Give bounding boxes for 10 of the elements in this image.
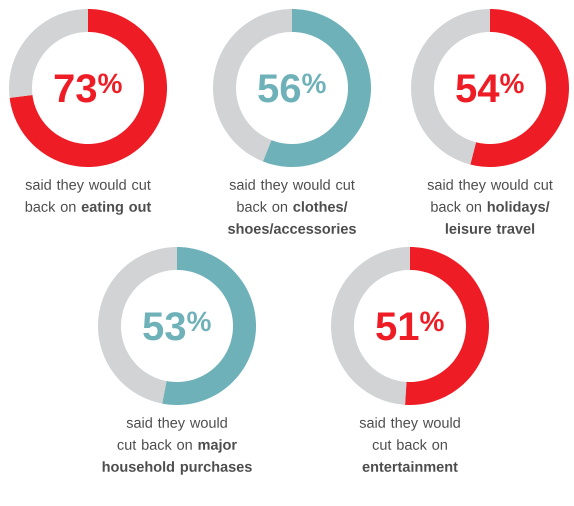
text: said they would cut back on eating out — [26, 179, 152, 215]
text: said they would cut back on entertainment — [360, 417, 460, 472]
text: 53$^{%}$ — [143, 312, 211, 340]
text: 73$^{%}$ — [54, 74, 122, 102]
text: said they would cut back on holidays/ leisure travel — [428, 179, 553, 234]
text: 51$^{%}$ — [376, 312, 444, 340]
text: said they would cut back on major household purchases — [102, 417, 252, 475]
text: said they would cut back on clothes/ shoes/accessories — [228, 179, 356, 234]
text: 54$^{%}$ — [456, 74, 524, 102]
text: 56$^{%}$ — [258, 74, 326, 102]
